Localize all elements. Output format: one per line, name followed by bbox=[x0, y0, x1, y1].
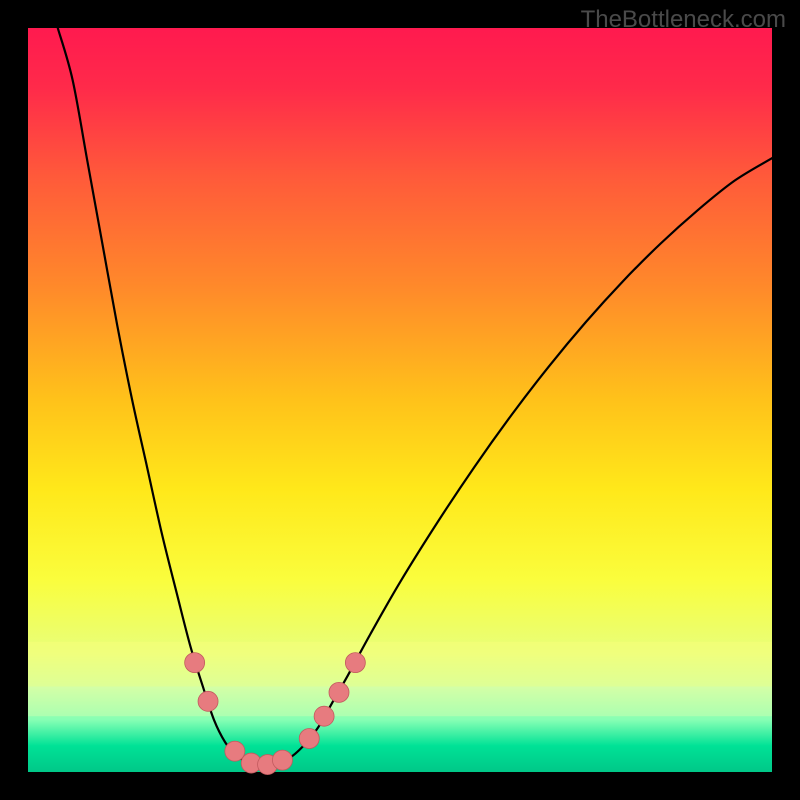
figure-root: TheBottleneck.com bbox=[0, 0, 800, 800]
bottleneck-chart bbox=[0, 0, 800, 800]
curve-marker-6 bbox=[299, 729, 319, 749]
curve-marker-1 bbox=[198, 691, 218, 711]
chart-band-1 bbox=[28, 686, 772, 716]
curve-marker-5 bbox=[272, 750, 292, 770]
watermark-text: TheBottleneck.com bbox=[581, 6, 786, 34]
chart-band-0 bbox=[28, 642, 772, 687]
curve-marker-2 bbox=[225, 741, 245, 761]
curve-marker-0 bbox=[185, 653, 205, 673]
curve-marker-8 bbox=[329, 682, 349, 702]
curve-marker-9 bbox=[345, 653, 365, 673]
curve-marker-7 bbox=[314, 706, 334, 726]
